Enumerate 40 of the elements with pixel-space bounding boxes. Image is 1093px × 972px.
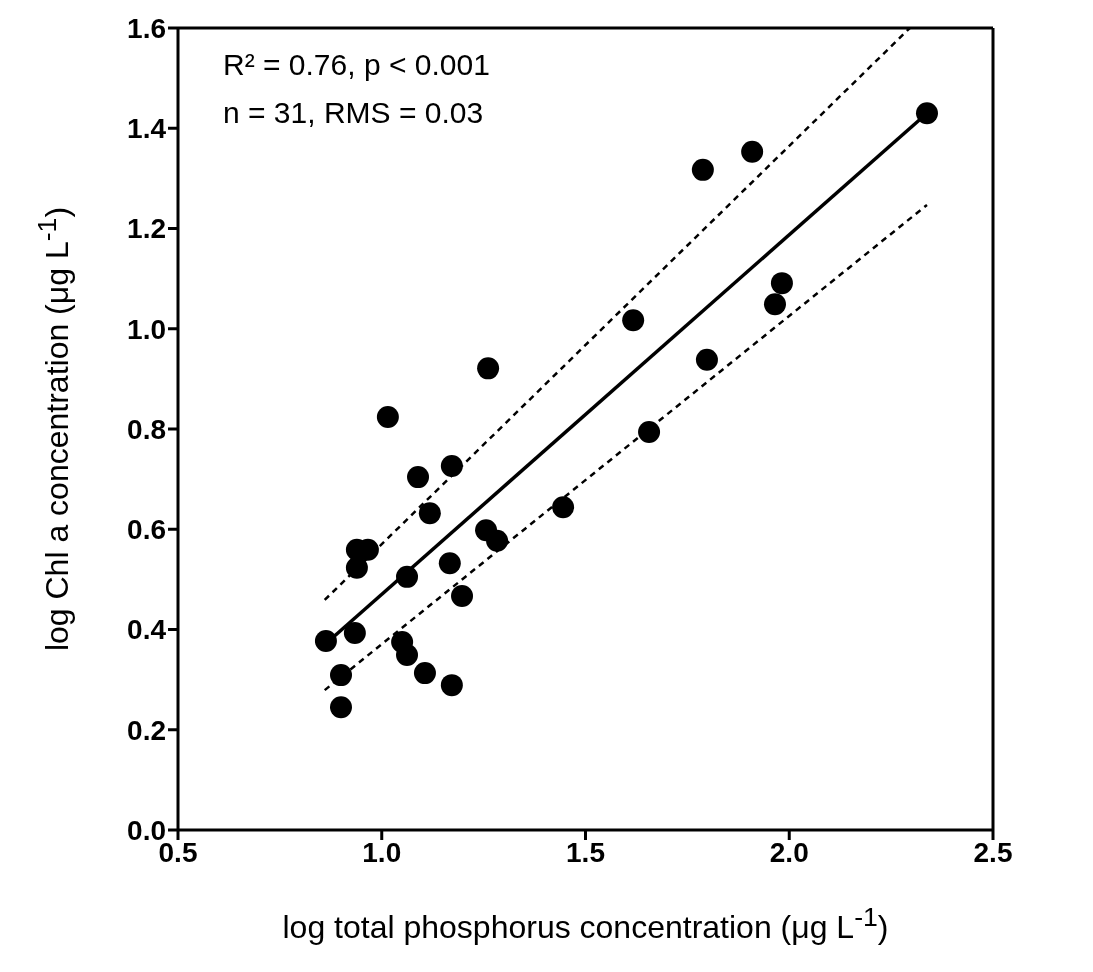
point [770,272,793,295]
y-tick-label: 0.2 [127,714,166,746]
point [622,309,645,332]
point [396,644,419,667]
point [330,696,352,719]
annotation: n = 31, RMS = 0.03 [223,96,484,130]
y-tick-label: 1.4 [127,113,167,145]
y-tick-label: 0.6 [127,514,166,546]
point [314,630,337,653]
y-tick-label: 0.4 [127,614,167,646]
x-tick-label: 2.5 [973,836,1013,868]
point [695,348,718,371]
point [407,466,430,489]
point [376,405,399,428]
point [763,293,786,316]
point [477,357,500,380]
point [413,662,436,685]
y-tick-label: 1.2 [127,213,166,245]
x-axis-title: log total phosphorus concentration (μg L$^{-1}$) [281,902,890,946]
point [486,529,509,552]
point [418,502,441,525]
point [741,140,764,163]
y-tick-label: 0.8 [127,413,166,445]
point [451,584,474,607]
point [915,102,938,125]
y-tick-label: 1.6 [127,12,166,44]
y-tick-label: 1.0 [127,313,166,345]
point [330,664,352,687]
point [691,158,714,181]
point [438,552,461,575]
point [343,622,366,645]
point [638,421,661,444]
x-tick-label: 2.0 [769,836,809,868]
point [552,496,575,519]
annotation: R² = 0.76, p < 0.001 [223,48,490,82]
point [440,455,463,478]
x-tick-label: 1.0 [362,836,402,868]
point [440,674,463,697]
x-tick-label: 1.5 [566,836,605,868]
point [345,556,368,579]
